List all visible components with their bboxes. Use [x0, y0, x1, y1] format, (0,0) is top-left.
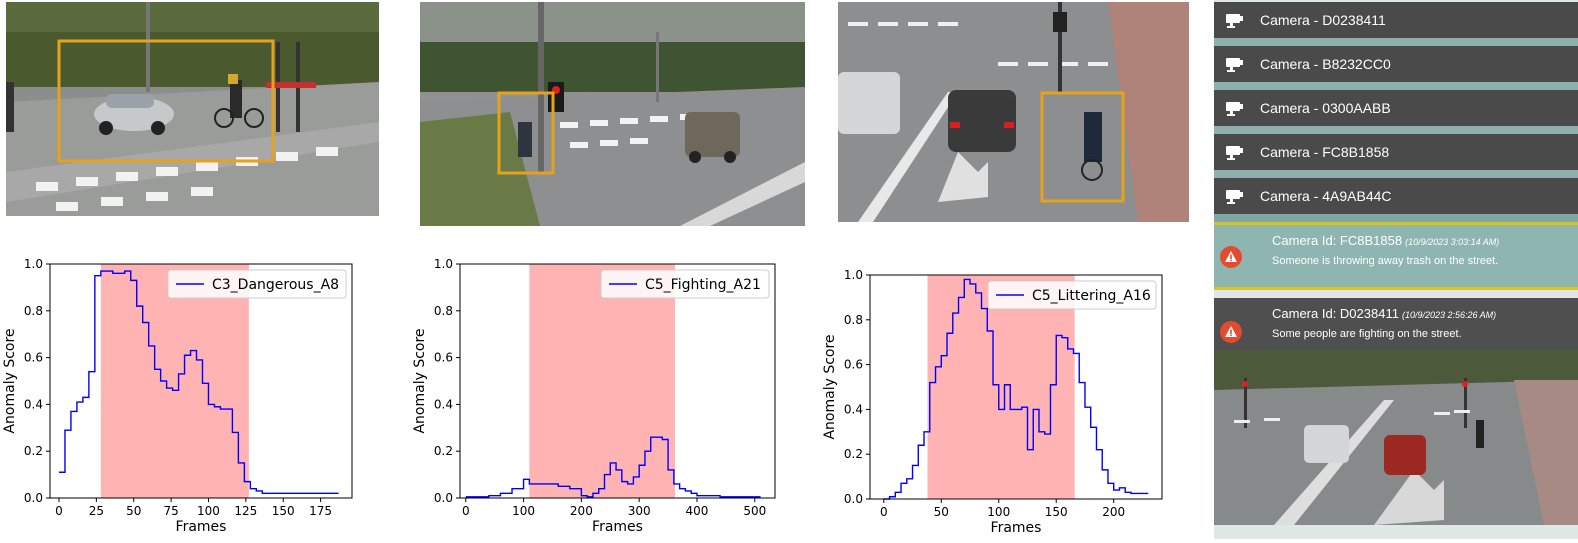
x-tick-label: 200: [1102, 505, 1125, 519]
legend-label: C5_Fighting_A21: [645, 277, 761, 293]
x-tick-label: 300: [628, 504, 651, 518]
anomaly-score-line: [58, 270, 339, 495]
camera-alert-panel: Camera - D0238411 Camera - B8232CC0 Came…: [1214, 0, 1578, 539]
camera-feed-preview: [1214, 350, 1578, 525]
y-tick-label: 0.2: [844, 447, 863, 461]
camera-frame-2: [420, 2, 805, 226]
anomaly-chart-3: 0 50 100 150 200 0.0 0.2 0.4 0.6 0.8 1.0 Frames Anom…: [818, 264, 1183, 539]
x-tick-label: 0: [462, 504, 470, 518]
y-tick-label: 0.6: [24, 351, 43, 365]
alert-timestamp: (10/9/2023 3:03:14 AM): [1405, 237, 1500, 247]
alert-message: Someone is throwing away trash on the st…: [1272, 255, 1499, 267]
x-tick-label: 175: [309, 504, 332, 518]
x-tick-label: 50: [934, 505, 949, 519]
x-tick-label: 150: [1045, 505, 1068, 519]
plot-frame: [49, 263, 353, 499]
anomaly-chart-1: 0 25 50 75 100 125 150 175 0.0 0.2 0.4 0.6 0.8 1.0 Fra…: [0, 254, 380, 539]
legend-box: [987, 280, 1157, 310]
warning-icon: [1220, 246, 1242, 268]
x-tick-label: 100: [987, 505, 1010, 519]
x-tick-label: 50: [126, 504, 141, 518]
camera-frame-3: [838, 2, 1189, 222]
camera-row[interactable]: Camera - D0238411: [1214, 2, 1578, 38]
legend-label: C3_Dangerous_A8: [212, 277, 339, 293]
plot-frame: [459, 263, 776, 499]
divider: [1214, 38, 1578, 46]
anomaly-score-line: [465, 436, 761, 498]
camera-row[interactable]: Camera - B8232CC0: [1214, 46, 1578, 82]
legend-label: C5_Littering_A16: [1032, 288, 1151, 304]
x-tick-label: 400: [686, 504, 709, 518]
anomaly-score-line: [883, 278, 1149, 500]
camera-icon: [1224, 99, 1246, 117]
camera-icon: [1224, 55, 1246, 73]
y-axis-label: Anomaly Score: [412, 328, 428, 433]
x-tick-label: 500: [743, 504, 766, 518]
legend-box: [167, 269, 347, 299]
y-tick-label: 0.8: [434, 304, 453, 318]
plot-frame: [869, 274, 1163, 500]
x-tick-label: 0: [880, 505, 888, 519]
alert-separator: [1214, 222, 1578, 225]
camera-label: Camera - FC8B1858: [1260, 144, 1390, 160]
anomaly-highlight-region: [100, 264, 249, 498]
y-tick-label: 0.4: [24, 397, 43, 411]
y-tick-label: 0.6: [844, 358, 863, 372]
y-tick-label: 0.4: [434, 397, 453, 411]
y-tick-label: 0.4: [844, 402, 863, 416]
anomaly-highlight-region: [529, 264, 676, 498]
camera-label: Camera - B8232CC0: [1260, 56, 1391, 72]
x-tick-label: 0: [55, 504, 63, 518]
camera-label: Camera - D0238411: [1260, 12, 1386, 28]
x-tick-label: 75: [163, 504, 178, 518]
x-tick-label: 200: [570, 504, 593, 518]
divider: [1214, 170, 1578, 178]
alert-camera-id: Camera Id: FC8B1858: [1272, 233, 1403, 248]
camera-icon: [1224, 11, 1246, 29]
x-tick-label: 100: [197, 504, 220, 518]
alert-timestamp: (10/9/2023 2:56:26 AM): [1401, 310, 1497, 320]
alert-separator: [1214, 287, 1578, 290]
x-axis-label: Frames: [592, 519, 643, 535]
y-tick-label: 0.2: [24, 444, 43, 458]
alert-camera-id: Camera Id: D0238411: [1272, 306, 1399, 321]
divider: [1214, 82, 1578, 90]
y-tick-label: 0.8: [24, 304, 43, 318]
y-tick-label: 0.0: [434, 491, 453, 505]
y-tick-label: 0.2: [434, 444, 453, 458]
alert-item[interactable]: Camera Id: D0238411 (10/9/2023 2:56:26 AM…: [1214, 298, 1578, 350]
x-tick-label: 25: [89, 504, 104, 518]
alert-message: Some people are fighting on the street.: [1272, 328, 1462, 340]
y-tick-label: 1.0: [844, 268, 863, 282]
anomaly-chart-2: 0 100 200 300 400 500 0.0 0.2 0.4 0.6 0.8 1.0 Frames…: [405, 254, 800, 539]
camera-icon: [1224, 187, 1246, 205]
y-tick-label: 0.0: [844, 492, 863, 506]
camera-frame-1: [6, 2, 379, 216]
camera-row[interactable]: Camera - FC8B1858: [1214, 134, 1578, 170]
x-tick-label: 150: [272, 504, 295, 518]
y-tick-label: 1.0: [24, 257, 43, 271]
x-tick-label: 125: [234, 504, 257, 518]
divider: [1214, 126, 1578, 134]
divider: [1214, 214, 1578, 222]
camera-row[interactable]: Camera - 0300AABB: [1214, 90, 1578, 126]
y-axis-label: Anomaly Score: [2, 328, 18, 433]
camera-label: Camera - 4A9AB44C: [1260, 188, 1392, 204]
y-tick-label: 1.0: [434, 257, 453, 271]
y-tick-label: 0.6: [434, 351, 453, 365]
camera-label: Camera - 0300AABB: [1260, 100, 1391, 116]
x-axis-label: Frames: [176, 519, 227, 535]
x-tick-label: 100: [512, 504, 535, 518]
y-axis-label: Anomaly Score: [822, 334, 838, 439]
camera-icon: [1224, 143, 1246, 161]
y-tick-label: 0.8: [844, 313, 863, 327]
camera-row[interactable]: Camera - 4A9AB44C: [1214, 178, 1578, 214]
x-axis-label: Frames: [991, 520, 1042, 536]
y-tick-label: 0.0: [24, 491, 43, 505]
warning-icon: [1220, 321, 1242, 343]
legend-box: [600, 269, 770, 299]
alert-item[interactable]: Camera Id: FC8B1858 (10/9/2023 3:03:14 AM…: [1214, 225, 1578, 287]
